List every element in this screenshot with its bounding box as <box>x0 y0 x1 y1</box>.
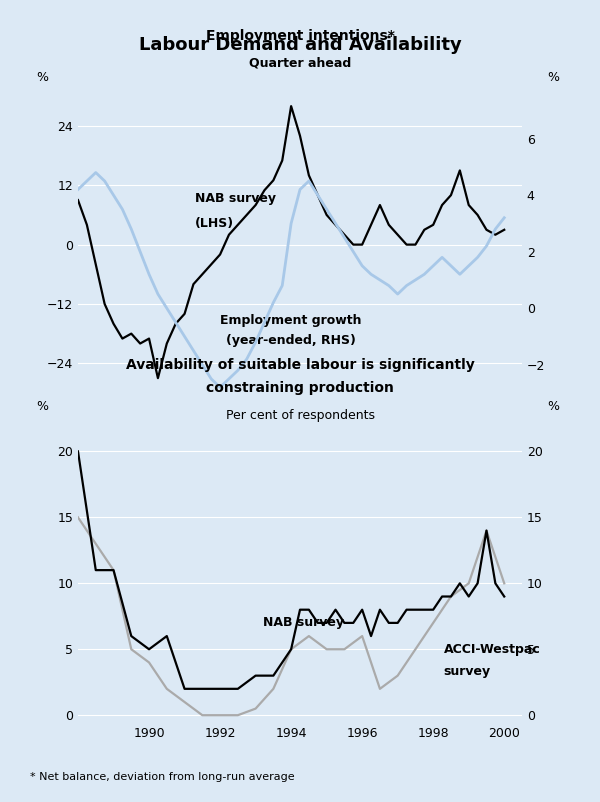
Text: Availability of suitable labour is significantly: Availability of suitable labour is signi… <box>125 358 475 371</box>
Text: Quarter ahead: Quarter ahead <box>249 56 351 70</box>
Text: constraining production: constraining production <box>206 382 394 395</box>
Text: %: % <box>547 71 559 84</box>
Text: * Net balance, deviation from long-run average: * Net balance, deviation from long-run a… <box>30 772 295 782</box>
Text: %: % <box>37 400 49 413</box>
Text: %: % <box>547 400 559 413</box>
Text: Employment growth: Employment growth <box>220 314 362 327</box>
Text: Employment intentions*: Employment intentions* <box>206 29 394 43</box>
Text: Per cent of respondents: Per cent of respondents <box>226 409 374 422</box>
Text: NAB survey: NAB survey <box>263 617 344 630</box>
Text: (LHS): (LHS) <box>195 217 235 230</box>
Text: NAB survey: NAB survey <box>195 192 276 205</box>
Text: survey: survey <box>444 665 491 678</box>
Text: %: % <box>37 71 49 84</box>
Text: ACCI-Westpac: ACCI-Westpac <box>444 642 541 656</box>
Text: (year-ended, RHS): (year-ended, RHS) <box>226 334 356 346</box>
Text: Labour Demand and Availability: Labour Demand and Availability <box>139 36 461 54</box>
